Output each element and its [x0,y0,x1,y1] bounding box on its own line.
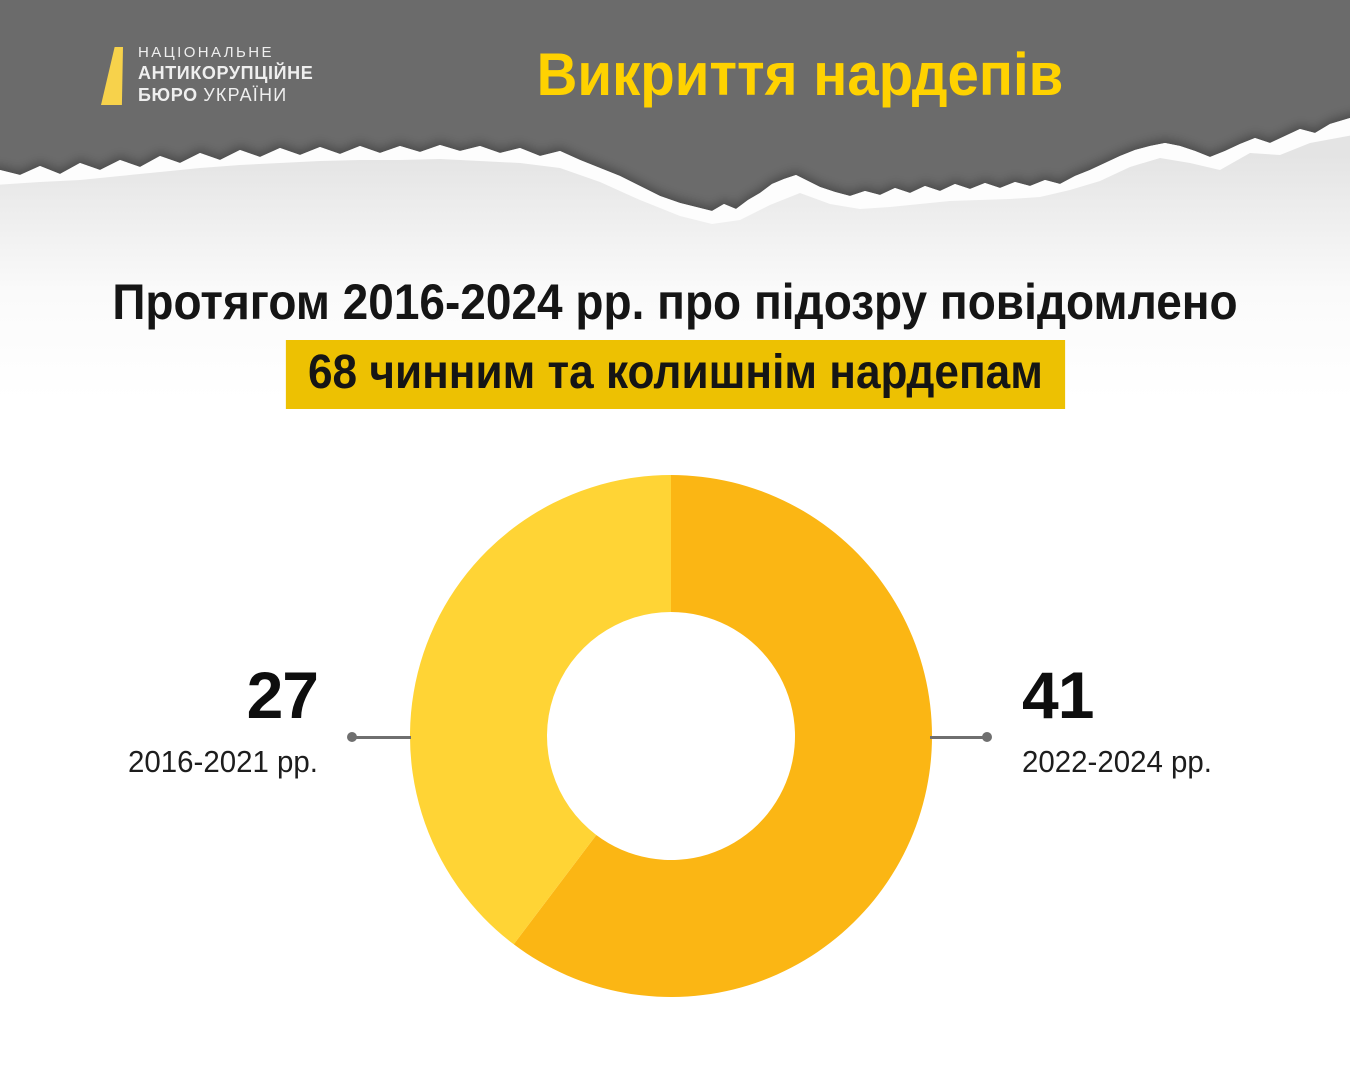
donut-chart-svg [410,475,932,997]
logo-line3-bold: БЮРО [138,85,198,105]
logo-line2: АНТИКОРУПЦІЙНЕ [138,63,314,83]
logo-line3-light: УКРАЇНИ [203,85,288,105]
nabu-logo-mark-icon [101,47,123,105]
left-connector-line [353,736,411,739]
callout-right-value: 41 [1022,658,1094,732]
callout-right-label: 2022-2024 рр. [1022,744,1212,779]
heading-line1: Протягом 2016-2024 рр. про підозру повід… [112,274,1238,330]
callout-left-label: 2016-2021 рр. [128,744,318,779]
donut-slice-0 [513,475,932,997]
nabu-logo: НАЦІОНАЛЬНЕ АНТИКОРУПЦІЙНЕ БЮРО УКРАЇНИ [101,42,313,105]
logo-line3: БЮРО УКРАЇНИ [138,86,313,104]
heading-highlight: 68 чинним та колишнім нардепам [285,340,1065,409]
callout-2016-2021: 27 2016-2021 рр. [30,658,319,780]
left-connector-dot [347,732,357,742]
donut-slice-1 [410,475,671,945]
torn-deckle-band [0,118,1350,224]
right-connector-line [930,736,986,739]
page-title: Викриття нардепів [536,41,1064,108]
callout-2022-2024: 41 2022-2024 рр. [1022,662,1222,780]
logo-line1: НАЦІОНАЛЬНЕ [138,44,274,61]
torn-paper-edge [0,118,1350,400]
heading-line2-wrap: 68 чинним та колишнім нардепам [0,340,1350,409]
callout-left-value: 27 [246,658,319,732]
nabu-logo-text: НАЦІОНАЛЬНЕ АНТИКОРУПЦІЙНЕ БЮРО УКРАЇНИ [138,42,313,104]
right-connector-dot [982,732,992,742]
